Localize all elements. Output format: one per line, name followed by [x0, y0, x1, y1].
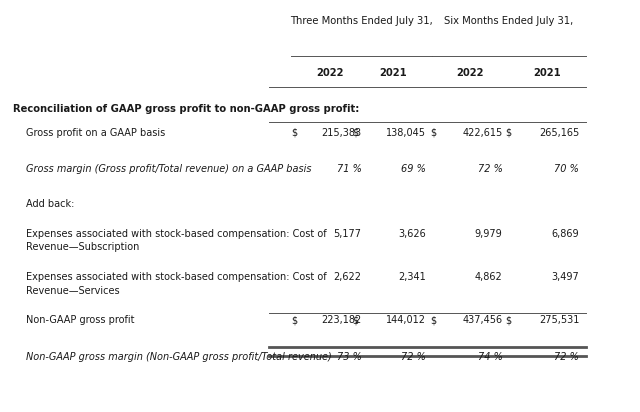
Text: 73 %: 73 % — [337, 352, 362, 362]
Text: Gross margin (Gross profit/Total revenue) on a GAAP basis: Gross margin (Gross profit/Total revenue… — [26, 164, 311, 174]
Text: 2,622: 2,622 — [333, 272, 362, 282]
Text: 2022: 2022 — [316, 68, 343, 78]
Text: 70 %: 70 % — [554, 164, 579, 174]
Text: $: $ — [506, 128, 512, 138]
Text: Reconciliation of GAAP gross profit to non-GAAP gross profit:: Reconciliation of GAAP gross profit to n… — [13, 104, 359, 114]
Text: $: $ — [430, 315, 436, 325]
Text: Add back:: Add back: — [26, 199, 74, 209]
Text: 69 %: 69 % — [401, 164, 426, 174]
Text: 72 %: 72 % — [477, 164, 502, 174]
Text: 275,531: 275,531 — [539, 315, 579, 325]
Text: 223,182: 223,182 — [321, 315, 362, 325]
Text: 2,341: 2,341 — [398, 272, 426, 282]
Text: 138,045: 138,045 — [385, 128, 426, 138]
Text: $: $ — [352, 315, 358, 325]
Text: 3,626: 3,626 — [398, 229, 426, 239]
Text: Expenses associated with stock-based compensation: Cost of
Revenue—Subscription: Expenses associated with stock-based com… — [26, 229, 326, 252]
Text: 71 %: 71 % — [337, 164, 362, 174]
Text: 2021: 2021 — [380, 68, 408, 78]
Text: Gross profit on a GAAP basis: Gross profit on a GAAP basis — [26, 128, 165, 138]
Text: $: $ — [291, 128, 298, 138]
Text: $: $ — [430, 128, 436, 138]
Text: 4,862: 4,862 — [475, 272, 502, 282]
Text: 74 %: 74 % — [477, 352, 502, 362]
Text: $: $ — [352, 128, 358, 138]
Text: 265,165: 265,165 — [539, 128, 579, 138]
Text: 9,979: 9,979 — [475, 229, 502, 239]
Text: Non-GAAP gross profit: Non-GAAP gross profit — [26, 315, 134, 325]
Text: 5,177: 5,177 — [333, 229, 362, 239]
Text: 2022: 2022 — [457, 68, 484, 78]
Text: Three Months Ended July 31,: Three Months Ended July 31, — [290, 16, 433, 26]
Text: Expenses associated with stock-based compensation: Cost of
Revenue—Services: Expenses associated with stock-based com… — [26, 272, 326, 295]
Text: 422,615: 422,615 — [462, 128, 502, 138]
Text: 144,012: 144,012 — [385, 315, 426, 325]
Text: 215,383: 215,383 — [321, 128, 362, 138]
Text: 2021: 2021 — [533, 68, 561, 78]
Text: Non-GAAP gross margin (Non-GAAP gross profit/Total revenue): Non-GAAP gross margin (Non-GAAP gross pr… — [26, 352, 332, 362]
Text: 72 %: 72 % — [401, 352, 426, 362]
Text: 3,497: 3,497 — [552, 272, 579, 282]
Text: 72 %: 72 % — [554, 352, 579, 362]
Text: $: $ — [506, 315, 512, 325]
Text: Six Months Ended July 31,: Six Months Ended July 31, — [444, 16, 573, 26]
Text: 437,456: 437,456 — [462, 315, 502, 325]
Text: 6,869: 6,869 — [552, 229, 579, 239]
Text: $: $ — [291, 315, 298, 325]
